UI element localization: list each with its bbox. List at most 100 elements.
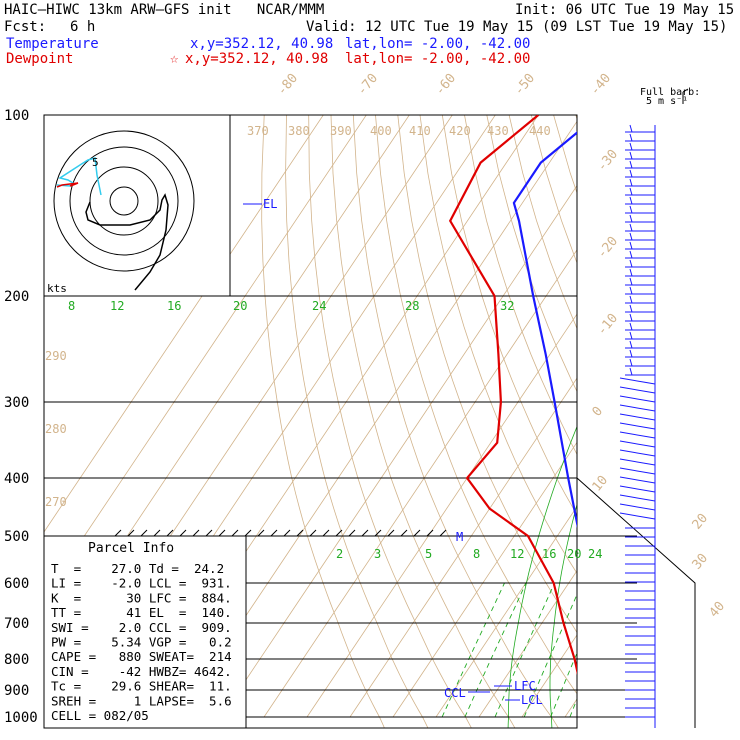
parcel-info-row: CELL = 082/05: [51, 708, 149, 723]
moist-adiabat-line: [720, 296, 740, 731]
pressure-label: 300: [4, 395, 29, 411]
level-markers: EL M LFC LCL CCL: [243, 197, 543, 707]
m-label: M: [456, 530, 463, 544]
dry-adiabat-line: [464, 115, 577, 456]
dry-adiabat-line: [575, 115, 577, 121]
isotherm-label: 0: [590, 404, 607, 420]
hodograph-trace-surface: [56, 182, 79, 188]
hatch-mark: [153, 529, 161, 537]
isotherm-label: -30: [595, 147, 622, 175]
wind-barb-flag: [629, 268, 633, 277]
el-label: EL: [263, 197, 277, 211]
isotherm-label: 20: [690, 511, 712, 533]
dry-adiabat-line: [397, 115, 577, 634]
wind-barb-flag: [629, 196, 633, 205]
mixing-ratio-label: 12: [510, 547, 524, 561]
wind-barb-column: [619, 124, 656, 728]
isotherm-line: [392, 441, 577, 718]
hatch-mark: [270, 529, 278, 537]
barb-legend-line2: 5 m s⁻¹: [646, 96, 688, 107]
pressure-label: 400: [4, 471, 29, 487]
temperature-xy: x,y=352.12, 40.98: [190, 36, 334, 52]
isotherm-label: 40: [707, 599, 729, 621]
model-title: HAIC–HIWC 13km ARW–GFS init NCAR/MMM: [4, 2, 325, 18]
wind-barb-flag: [629, 340, 633, 349]
mixing-ratio-line: [569, 698, 577, 718]
wind-barb: [619, 458, 656, 466]
theta-label: 440: [529, 124, 551, 138]
wind-barb: [619, 512, 656, 520]
hatch-mark: [257, 529, 265, 537]
dry-adiabat-line: [352, 115, 559, 728]
mixing-ratio-line: [585, 583, 639, 717]
pressure-label: 700: [4, 616, 29, 632]
pressure-label: 500: [4, 529, 29, 545]
hodograph-ring: [109, 186, 139, 216]
pressure-label: 100: [4, 108, 29, 124]
isotherm-line: [435, 505, 577, 718]
wind-barb-flag: [629, 205, 633, 214]
pressure-label: 800: [4, 652, 29, 668]
hatch-mark: [166, 529, 174, 537]
theta-label: 430: [487, 124, 509, 138]
hatch-mark: [309, 529, 317, 537]
mixing-ratio-line: [598, 583, 651, 717]
moist-adiabat-line: [589, 296, 674, 731]
isotherm-label: -20: [595, 234, 622, 262]
pressure-label: 600: [4, 576, 29, 592]
wind-barb-flag: [629, 295, 633, 304]
mixing-ratio-label: 24: [312, 299, 326, 313]
parcel-info-row: CIN = -42 HWBZ= 4642.: [51, 664, 232, 679]
mixing-ratio-label: 20: [567, 547, 581, 561]
wind-barb: [619, 395, 656, 403]
dry-adiabat-line: [620, 115, 740, 731]
hatch-mark: [439, 529, 447, 537]
dry-adiabat-line: [285, 115, 429, 728]
pressure-label: 1000: [4, 710, 38, 726]
wind-barb: [619, 386, 656, 394]
wind-barb: [619, 476, 656, 484]
mixing-ratio-label: 8: [473, 547, 480, 561]
hatch-mark: [335, 529, 343, 537]
isotherm-line: [349, 377, 577, 718]
mixing-ratio-label: 16: [167, 299, 181, 313]
wind-barb-flag: [629, 358, 633, 367]
temperature-legend-label: Temperature: [6, 36, 99, 52]
hatch-mark: [231, 529, 239, 537]
wind-barb-flag: [629, 259, 633, 268]
mixing-ratio-label: 20: [233, 299, 247, 313]
wind-barb-flag: [629, 169, 633, 178]
wind-barb-flag: [629, 187, 633, 196]
wind-barb-flag: [629, 367, 633, 376]
theta-label: 290: [45, 349, 67, 363]
hatch-mark: [413, 529, 421, 537]
wind-barb: [619, 485, 656, 493]
theta-label: 280: [45, 422, 67, 436]
isotherm-label: -10: [595, 311, 622, 339]
wind-barb-flag: [629, 133, 633, 142]
wind-barb-flag: [629, 178, 633, 187]
dry-adiabat-line: [261, 115, 385, 728]
forecast-hours: 6 h: [70, 19, 96, 35]
forecast-label: Fcst:: [4, 19, 47, 35]
mixing-ratio-label: 24: [588, 547, 602, 561]
wind-barb: [619, 503, 656, 511]
wind-barb: [619, 467, 656, 475]
parcel-info-row: CAPE = 880 SWEAT= 214: [51, 649, 232, 664]
parcel-info-title: Parcel Info: [88, 541, 174, 556]
wind-barb-flag: [629, 232, 633, 241]
parcel-info-row: T = 27.0 Td = 24.2: [51, 561, 224, 576]
isotherm-label: 30: [690, 551, 712, 573]
hatch-mark: [192, 529, 200, 537]
ccl-label: CCL: [444, 686, 466, 700]
hatch-mark: [348, 529, 356, 537]
wind-barb-flag: [629, 277, 633, 286]
temperature-latlon: lat,lon= -2.00, -42.00: [345, 36, 531, 52]
wind-barb: [619, 422, 656, 430]
hatch-mark: [140, 529, 148, 537]
moist-adiabat-line: [507, 425, 577, 728]
parcel-info-row: LI = -2.0 LCL = 931.: [51, 576, 232, 591]
wind-barb-flag: [629, 223, 633, 232]
hatch-mark: [283, 529, 291, 537]
init-time: Init: 06 UTC Tue 19 May 15: [515, 2, 735, 18]
